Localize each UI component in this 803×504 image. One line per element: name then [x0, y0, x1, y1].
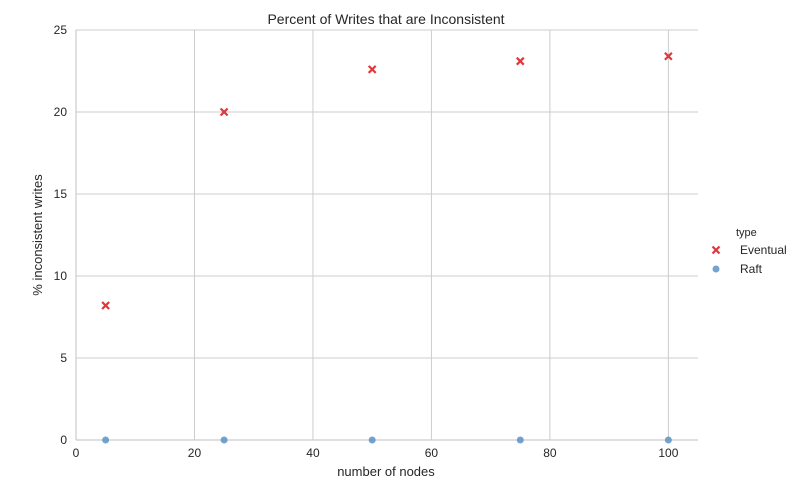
- legend-label-eventual: Eventual: [740, 243, 787, 257]
- point-eventual: [219, 107, 229, 117]
- point-raft: [102, 436, 110, 444]
- x-marker-stroke: [664, 51, 673, 61]
- legend-title: type: [736, 227, 757, 239]
- point-raft: [516, 436, 524, 444]
- point-eventual: [367, 65, 377, 74]
- x-tick-label: 0: [73, 446, 80, 460]
- y-tick-label: 10: [54, 269, 68, 283]
- y-tick-label: 5: [60, 351, 67, 365]
- chart-title: Percent of Writes that are Inconsistent: [267, 11, 504, 27]
- point-eventual: [516, 56, 525, 66]
- y-tick-label: 0: [60, 433, 67, 447]
- x-marker-stroke: [367, 65, 377, 74]
- x-tick-label: 40: [306, 446, 320, 460]
- point-raft: [220, 436, 228, 444]
- legend-item-raft: Raft: [712, 262, 763, 276]
- x-marker-stroke: [101, 301, 110, 310]
- point-eventual: [664, 51, 673, 61]
- x-tick-label: 20: [188, 446, 202, 460]
- grid-lines: [76, 29, 698, 440]
- legend-label-raft: Raft: [740, 262, 763, 276]
- x-tick-label: 100: [658, 446, 678, 460]
- legend-item-eventual: Eventual: [711, 243, 787, 257]
- x-tick-label: 80: [543, 446, 557, 460]
- y-axis-label: % inconsistent writes: [30, 174, 45, 296]
- x-marker-stroke: [516, 56, 525, 66]
- axes: [75, 30, 698, 441]
- x-tick-label: 60: [425, 446, 439, 460]
- tick-labels: 0 20 40 60 80 100 0 5 10 15 20 25: [54, 23, 679, 460]
- point-raft: [368, 436, 376, 444]
- legend: type Eventual Raft: [711, 227, 787, 276]
- x-axis-label: number of nodes: [337, 464, 435, 479]
- point-eventual: [101, 301, 110, 310]
- data-marks: [101, 51, 673, 444]
- y-tick-label: 20: [54, 105, 68, 119]
- legend-circle-marker-icon: [712, 265, 720, 273]
- point-raft: [664, 436, 672, 444]
- x-marker-stroke: [219, 107, 229, 117]
- y-tick-label: 15: [54, 187, 68, 201]
- legend-x-marker-icon: [711, 245, 721, 255]
- y-tick-label: 25: [54, 23, 68, 37]
